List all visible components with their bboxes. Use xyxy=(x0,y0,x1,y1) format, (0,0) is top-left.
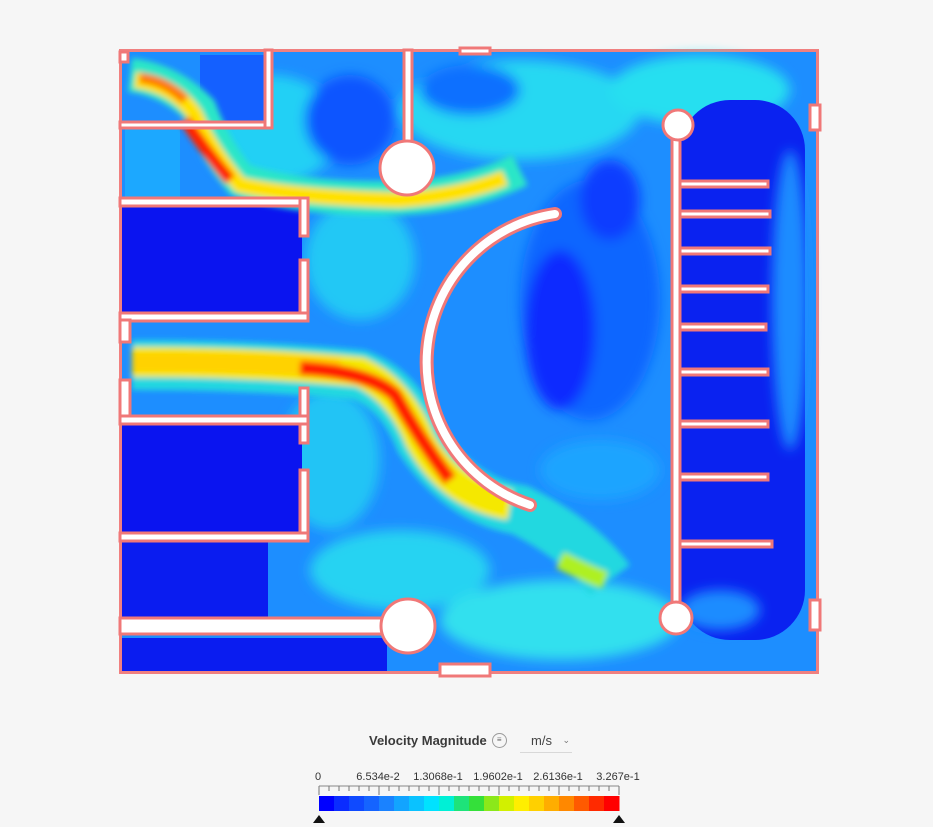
color-swatch xyxy=(604,796,620,811)
color-swatch xyxy=(514,796,530,811)
color-swatch xyxy=(484,796,500,811)
jet-upper xyxy=(127,58,528,216)
min-range-handle[interactable] xyxy=(313,815,325,823)
color-swatch xyxy=(544,796,560,811)
tick-label-4: 2.6136e-1 xyxy=(533,771,583,783)
legend-tick-labels: 0 6.534e-2 1.3068e-1 1.9602e-1 2.6136e-1… xyxy=(0,771,933,785)
color-swatch xyxy=(319,796,335,811)
color-swatch xyxy=(499,796,515,811)
color-swatch xyxy=(409,796,425,811)
color-swatch xyxy=(424,796,440,811)
left-room-3 xyxy=(122,538,268,618)
menu-icon[interactable]: ≡ xyxy=(491,732,507,748)
legend-title: Velocity Magnitude xyxy=(369,732,487,748)
top-left-room-a xyxy=(125,128,180,198)
color-swatch xyxy=(334,796,350,811)
chevron-down-icon: ⌄ xyxy=(562,734,570,745)
unit-dropdown[interactable]: m/s ⌄ xyxy=(520,728,572,753)
color-swatch xyxy=(529,796,545,811)
tick-label-0: 0 xyxy=(314,771,322,783)
left-room-2 xyxy=(122,424,302,534)
tick-label-1: 6.534e-2 xyxy=(356,771,400,783)
color-swatch xyxy=(379,796,395,811)
tick-label-2: 1.3068e-1 xyxy=(413,771,463,783)
simulation-viewport[interactable] xyxy=(0,0,933,700)
max-range-handle[interactable] xyxy=(613,815,625,823)
color-swatch xyxy=(589,796,605,811)
comb-fins xyxy=(678,179,774,549)
color-swatch xyxy=(394,796,410,811)
left-room-1 xyxy=(122,205,302,315)
color-swatch xyxy=(454,796,470,811)
color-swatch xyxy=(469,796,485,811)
unit-value: m/s xyxy=(531,732,552,748)
color-swatch xyxy=(439,796,455,811)
color-scale-bar xyxy=(318,785,620,811)
cylinders xyxy=(378,108,695,655)
color-swatch xyxy=(349,796,365,811)
legend-header: Velocity Magnitude ≡ xyxy=(369,728,507,752)
bottom-left-room xyxy=(122,638,387,671)
flow-field xyxy=(200,55,790,660)
velocity-contour-plot[interactable] xyxy=(0,0,933,700)
color-swatch xyxy=(574,796,590,811)
color-swatch xyxy=(364,796,380,811)
color-swatch xyxy=(559,796,575,811)
tick-label-3: 1.9602e-1 xyxy=(473,771,523,783)
jet-lower xyxy=(131,340,630,596)
tick-label-5: 3.267e-1 xyxy=(596,771,640,783)
